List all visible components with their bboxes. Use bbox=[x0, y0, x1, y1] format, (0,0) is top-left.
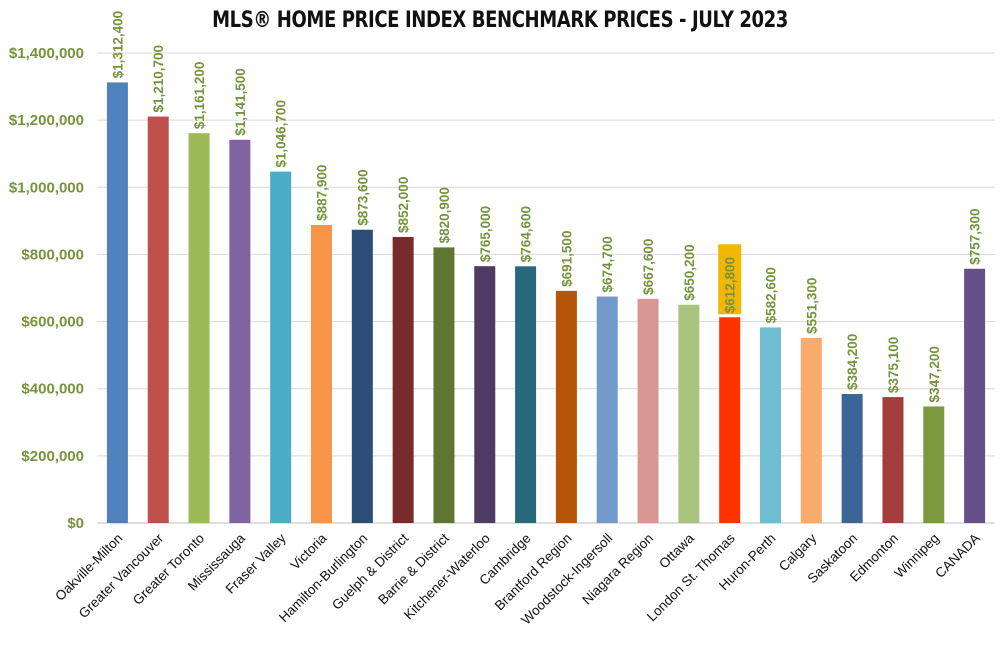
data-label: $674,700 bbox=[600, 236, 615, 292]
y-axis: $0 $200,000 $400,000 $600,000 $800,000 $1,000… bbox=[9, 45, 84, 532]
data-label: $873,600 bbox=[355, 169, 370, 225]
bar bbox=[800, 337, 822, 523]
data-label: $1,210,700 bbox=[151, 45, 166, 113]
bar bbox=[596, 296, 618, 523]
x-tick-label: CANADA bbox=[932, 531, 982, 581]
y-tick-label: $200,000 bbox=[21, 448, 84, 465]
x-tick-label: Greater Toronto bbox=[130, 531, 207, 608]
y-tick-label: $0 bbox=[67, 515, 84, 532]
bar bbox=[678, 304, 700, 523]
bar bbox=[270, 171, 292, 524]
bar bbox=[882, 397, 904, 523]
data-label: $582,600 bbox=[764, 267, 779, 323]
bar bbox=[188, 133, 210, 523]
data-label: $757,300 bbox=[968, 208, 983, 264]
data-label: $1,046,700 bbox=[274, 100, 289, 168]
data-label: $650,200 bbox=[682, 244, 697, 300]
data-label: $764,600 bbox=[519, 206, 534, 262]
y-tick-label: $1,000,000 bbox=[9, 179, 84, 196]
bar bbox=[719, 317, 741, 523]
y-tick-label: $600,000 bbox=[21, 314, 84, 331]
data-label: $691,500 bbox=[559, 231, 574, 287]
x-tick-label: Barrie & District bbox=[375, 530, 452, 607]
bars bbox=[106, 82, 986, 524]
bar bbox=[515, 266, 537, 523]
y-tick-label: $1,200,000 bbox=[9, 112, 84, 129]
bar bbox=[760, 327, 781, 523]
bar bbox=[392, 236, 414, 523]
bar bbox=[841, 394, 863, 523]
data-label: $667,600 bbox=[641, 239, 656, 295]
data-label: $347,200 bbox=[927, 346, 942, 402]
data-label: $820,900 bbox=[437, 187, 452, 243]
label-highlight bbox=[718, 244, 742, 315]
bar bbox=[106, 82, 128, 523]
y-tick-label: $400,000 bbox=[21, 381, 84, 398]
bar bbox=[964, 268, 986, 523]
data-label: $551,300 bbox=[804, 278, 819, 334]
data-label: $384,200 bbox=[845, 334, 860, 390]
chart-title: MLS® HOME PRICE INDEX BENCHMARK PRICES -… bbox=[212, 8, 788, 33]
data-label: $852,000 bbox=[396, 177, 411, 233]
x-tick-label: Niagara Region bbox=[579, 531, 656, 608]
bar bbox=[351, 229, 373, 523]
y-tick-label: $800,000 bbox=[21, 246, 84, 263]
bar bbox=[637, 298, 659, 523]
data-label: $375,100 bbox=[886, 337, 901, 393]
data-label: $612,800 bbox=[723, 257, 738, 313]
data-label: $887,900 bbox=[315, 165, 330, 221]
bar bbox=[311, 224, 332, 523]
bar bbox=[474, 266, 496, 523]
data-label: $765,000 bbox=[478, 206, 493, 262]
bar bbox=[147, 116, 169, 523]
bar bbox=[433, 247, 455, 523]
data-label: $1,141,500 bbox=[233, 68, 248, 136]
bar bbox=[923, 406, 945, 523]
data-label: $1,161,200 bbox=[192, 62, 207, 130]
bar bbox=[229, 139, 251, 523]
data-labels: $1,312,400 $1,210,700 $1,161,200 $1,141,500… bbox=[110, 11, 982, 403]
bar bbox=[555, 290, 577, 523]
data-label: $1,312,400 bbox=[110, 11, 125, 79]
y-tick-label: $1,400,000 bbox=[9, 45, 84, 62]
